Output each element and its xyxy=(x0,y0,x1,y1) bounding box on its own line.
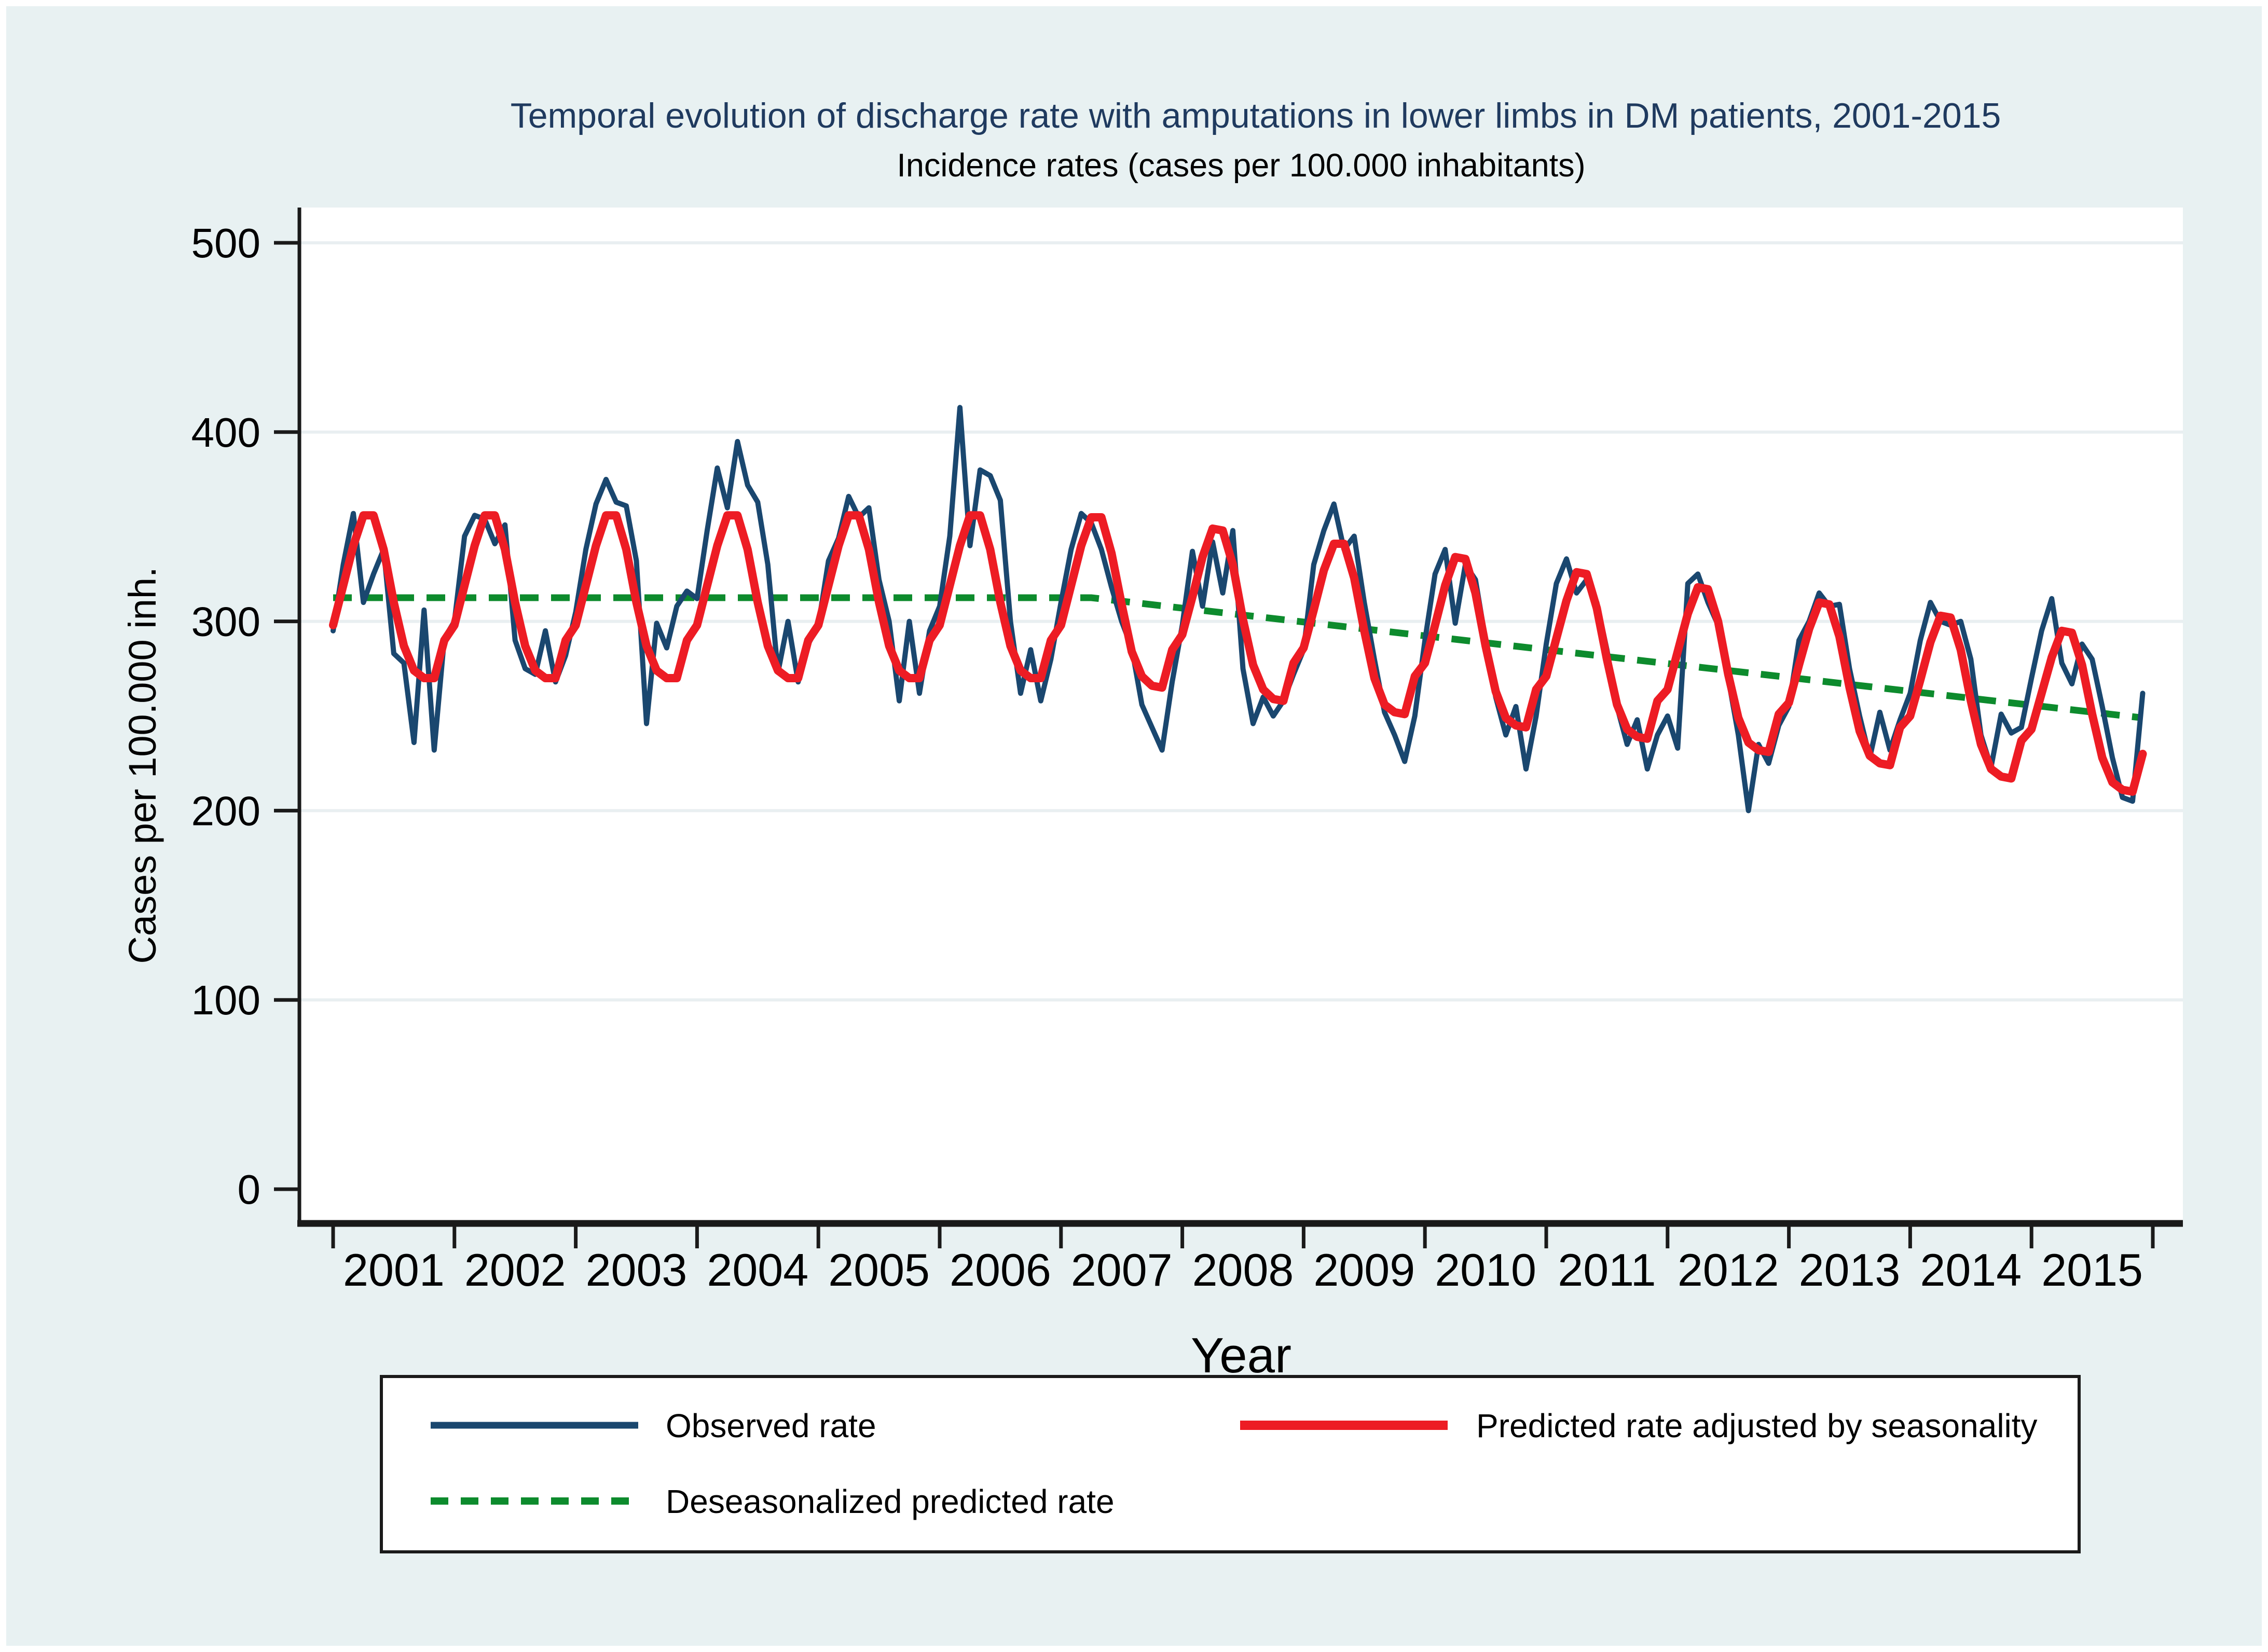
x-tick-label: 2012 xyxy=(1678,1244,1779,1296)
x-tick-label: 2013 xyxy=(1799,1244,1901,1296)
x-tick-label: 2011 xyxy=(1558,1244,1656,1296)
y-tick-label: 500 xyxy=(191,220,260,266)
y-tick-label: 400 xyxy=(191,409,260,456)
legend: Observed rate Predicted rate adjusted by… xyxy=(380,1375,2081,1553)
y-tick-label: 300 xyxy=(191,599,260,645)
legend-label-observed: Observed rate xyxy=(666,1407,876,1444)
x-tick-label: 2015 xyxy=(2041,1244,2143,1296)
chart-subtitle: Incidence rates (cases per 100.000 inhab… xyxy=(897,147,1585,184)
legend-box xyxy=(380,1375,2081,1553)
x-tick-label: 2007 xyxy=(1071,1244,1173,1296)
x-tick-label: 2008 xyxy=(1192,1244,1294,1296)
y-axis-title: Cases per 100.000 inh. xyxy=(121,567,164,963)
y-tick-label: 0 xyxy=(238,1166,261,1213)
line-predicted-rate-adjusted-by-seasonality xyxy=(329,511,2147,796)
x-tick-label: 2004 xyxy=(707,1244,808,1296)
y-ticks: 0 100 200 300 400 500 xyxy=(191,220,299,1213)
x-tick-label: 2001 xyxy=(343,1244,445,1296)
x-tick-label: 2006 xyxy=(950,1244,1051,1296)
x-tick-label: 2010 xyxy=(1435,1244,1536,1296)
x-ticks: 2001 2002 2003 2004 2005 2006 2007 2008 2009 2010… xyxy=(331,1223,2155,1296)
x-axis-title: Year xyxy=(1191,1328,1291,1383)
x-tick-label: 2003 xyxy=(586,1244,688,1296)
chart-title: Temporal evolution of discharge rate wit… xyxy=(511,96,2001,135)
plot-area xyxy=(299,208,2183,1223)
series-lines xyxy=(329,405,2147,814)
x-tick-label: 2014 xyxy=(1920,1244,2022,1296)
legend-label-predicted: Predicted rate adjusted by seasonality xyxy=(1476,1407,2038,1444)
x-tick-label: 2002 xyxy=(464,1244,566,1296)
y-tick-label: 100 xyxy=(191,977,260,1023)
y-tick-label: 200 xyxy=(191,788,260,834)
legend-label-deseasonalized: Deseasonalized predicted rate xyxy=(666,1483,1115,1520)
x-tick-label: 2005 xyxy=(828,1244,930,1296)
x-tick-label: 2009 xyxy=(1313,1244,1415,1296)
